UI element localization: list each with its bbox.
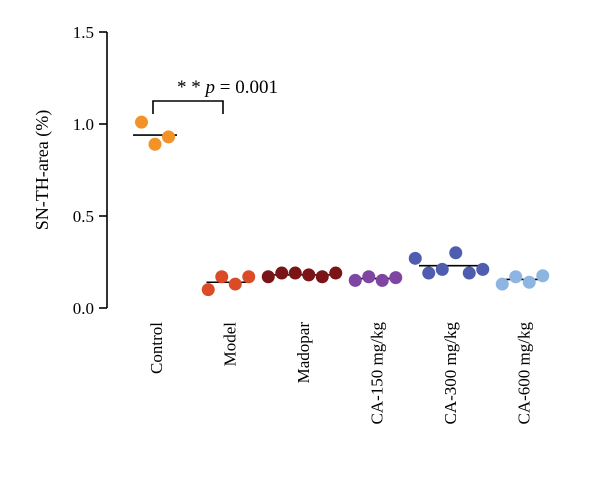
data-point: [449, 246, 463, 260]
y-axis-title: SN-TH-area (%): [32, 110, 53, 230]
x-tick-label: Model: [221, 322, 240, 367]
data-point: [389, 271, 403, 285]
x-tick-label: CA-300 mg/kg: [441, 322, 460, 425]
significance-annotation: * * p = 0.001: [152, 77, 278, 114]
y-tick-label: 1.5: [73, 23, 94, 42]
x-tick-labels: Control Model Madopar CA-150 mg/kg CA-300 mg…: [147, 322, 534, 425]
data-point: [422, 266, 436, 280]
significance-label: * * p = 0.001: [177, 77, 278, 98]
x-tick-label: Control: [147, 322, 166, 374]
data-point: [536, 269, 550, 283]
data-point: [315, 270, 329, 284]
data-point: [329, 266, 343, 280]
data-point: [509, 270, 523, 284]
data-point: [215, 270, 229, 284]
data-point: [288, 266, 302, 280]
data-point: [162, 130, 175, 144]
data-point: [408, 251, 422, 265]
y-tick-label: 1.0: [73, 115, 94, 134]
data-point: [148, 137, 162, 151]
data-point: [135, 115, 148, 129]
significance-bracket: [152, 100, 224, 114]
data-point: [462, 266, 476, 280]
data-point: [242, 270, 256, 284]
data-point: [375, 273, 389, 287]
data-point: [362, 270, 376, 284]
y-tick-label: 0.5: [73, 207, 94, 226]
significance-stars: * *: [177, 77, 206, 98]
x-tick-label: Madopar: [294, 322, 313, 384]
data-point: [495, 277, 509, 291]
data-groups: [133, 115, 550, 297]
y-tick-label: 0.0: [73, 299, 94, 318]
data-point: [476, 262, 490, 276]
data-point: [228, 277, 242, 291]
data-point: [201, 283, 215, 297]
data-point: [348, 273, 362, 287]
significance-p: p: [204, 77, 216, 98]
data-point: [302, 268, 316, 282]
data-point: [435, 262, 449, 276]
x-tick-label: CA-600 mg/kg: [515, 322, 534, 425]
y-axis: 0.0 0.5 1.0 1.5 SN-TH-area (%): [32, 23, 108, 318]
data-point: [261, 270, 275, 284]
x-tick-label: CA-150 mg/kg: [368, 322, 387, 425]
significance-value: = 0.001: [215, 77, 278, 98]
data-point: [522, 275, 536, 289]
data-point: [275, 266, 289, 280]
